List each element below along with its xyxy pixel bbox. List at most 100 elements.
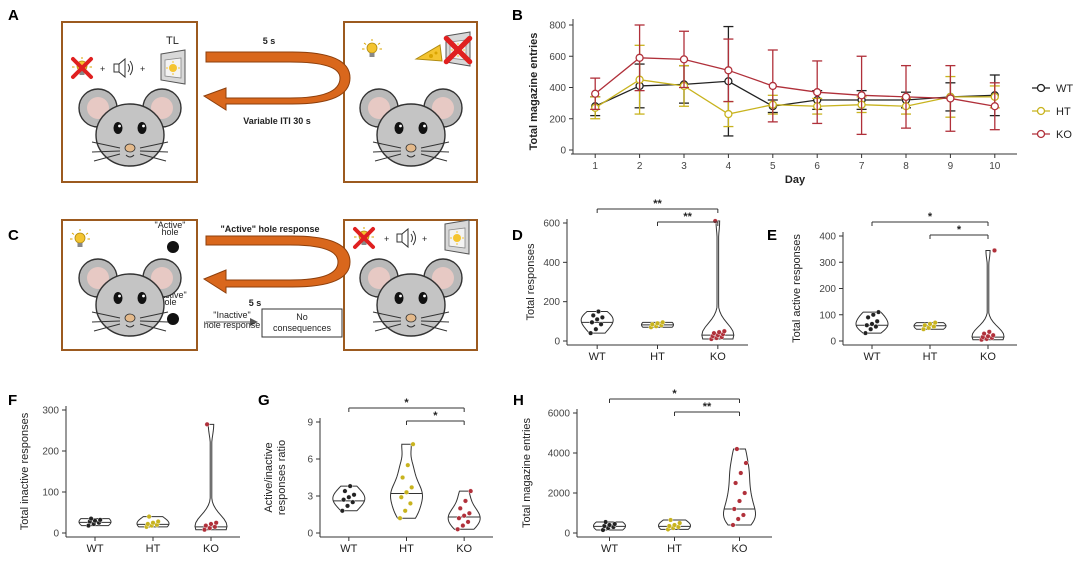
text-line: No: [296, 312, 308, 322]
y-tick-label: 2000: [548, 489, 571, 500]
violin-ko: [722, 446, 757, 528]
inactive-response-label: "Inactive" hole response: [204, 310, 261, 330]
y-axis-label-line: Total inactive responses: [19, 412, 31, 530]
legend-marker: [1036, 106, 1046, 116]
data-point: [868, 326, 874, 332]
data-point: [869, 321, 875, 327]
legend-label: KO: [1056, 129, 1072, 141]
significance-label: *: [928, 211, 933, 223]
data-point: [341, 497, 347, 503]
data-point: [455, 526, 461, 532]
data-point: [679, 55, 689, 64]
text-line: consequences: [273, 323, 332, 333]
significance-label: **: [703, 401, 712, 413]
series-line: [594, 79, 995, 115]
data-point: [721, 328, 727, 334]
violin-wt: [592, 519, 627, 533]
panel-a-box-right: [343, 21, 478, 183]
data-point: [342, 488, 348, 494]
violin-ht: [136, 514, 170, 530]
panel-b-letter: B: [512, 7, 523, 24]
legend-marker: [1036, 83, 1046, 93]
data-point: [405, 462, 411, 468]
text-line: hole response: [204, 320, 261, 330]
data-point: [737, 498, 743, 504]
active-response-label: "Active" hole response: [220, 224, 319, 234]
data-point: [857, 91, 866, 100]
significance-bracket: **: [674, 401, 740, 416]
y-tick-label: 4000: [548, 449, 571, 460]
y-tick-label: 200: [42, 447, 59, 458]
x-tick-label: WT: [863, 351, 880, 363]
data-point: [88, 516, 94, 522]
data-point: [350, 499, 356, 505]
data-point: [927, 321, 933, 327]
magazine-icon: [444, 219, 470, 255]
svg-text:+: +: [384, 234, 389, 244]
y-tick-label: 3: [307, 492, 313, 503]
data-point: [594, 316, 600, 322]
bulb-icon: [361, 38, 383, 58]
data-point: [649, 321, 655, 327]
y-tick-label: 6000: [548, 409, 571, 420]
y-tick-label: 400: [549, 83, 566, 94]
y-tick-label: 400: [819, 232, 836, 243]
significance-bracket: *: [406, 410, 465, 425]
significance-label: *: [433, 410, 438, 422]
significance-bracket: *: [929, 224, 989, 239]
series-line: [594, 57, 995, 107]
y-tick-label: 0: [53, 529, 59, 540]
text-line: "Inactive": [213, 310, 250, 320]
y-axis-label-line: Active/inactive: [263, 442, 275, 512]
y-tick-label: 400: [543, 258, 560, 269]
panel-e-letter: E: [767, 227, 777, 244]
data-point: [660, 319, 666, 325]
data-point: [740, 512, 746, 518]
svg-text:+: +: [140, 64, 145, 74]
y-tick-label: 0: [564, 529, 570, 540]
data-point: [716, 329, 722, 335]
data-point: [85, 523, 91, 529]
significance-label: *: [404, 397, 409, 409]
data-point: [922, 322, 928, 328]
data-point: [588, 330, 594, 336]
y-tick-label: 6: [307, 455, 313, 466]
data-point: [742, 490, 748, 496]
x-tick-label: WT: [589, 351, 606, 363]
data-point: [347, 483, 353, 489]
chart-h: H 0 2000 4000 6000 Total magazine entries WT HT…: [513, 388, 772, 555]
data-point: [590, 312, 596, 318]
y-tick-label: 0: [554, 337, 560, 348]
text-line: hole: [159, 297, 176, 307]
active-hole-label: "Active" hole: [155, 220, 186, 237]
y-tick-label: 200: [819, 284, 836, 295]
inactive-hole: [167, 313, 179, 325]
violin-ht: [657, 517, 692, 532]
series-line: [594, 80, 995, 107]
violin-shape: [971, 249, 1005, 341]
data-point: [865, 314, 871, 320]
y-axis-label: Total magazine entries: [528, 33, 540, 151]
y-tick-label: 600: [549, 52, 566, 63]
data-point: [97, 517, 103, 523]
data-point: [468, 488, 474, 494]
svg-text:+: +: [100, 64, 105, 74]
violin-ko: [194, 421, 228, 533]
data-point: [813, 88, 822, 97]
data-point: [208, 521, 214, 527]
y-axis-label-line: Total active responses: [791, 234, 803, 343]
chart-b: B 0 200 400 600 800 1 2 3 4 5 6 7 8 9 10 Day Total magazi…: [512, 7, 1073, 186]
data-point: [398, 494, 404, 500]
y-tick-label: 800: [549, 21, 566, 32]
significance-bracket: *: [609, 388, 740, 403]
panel-h-letter: H: [513, 392, 524, 409]
text-line: "Active": [155, 220, 186, 230]
data-point: [457, 505, 463, 511]
data-point: [946, 94, 955, 103]
data-point: [351, 492, 357, 498]
data-point: [407, 500, 413, 506]
data-point: [404, 489, 410, 495]
data-point: [591, 89, 600, 98]
data-point: [456, 515, 462, 521]
x-tick-label: HT: [146, 543, 161, 555]
